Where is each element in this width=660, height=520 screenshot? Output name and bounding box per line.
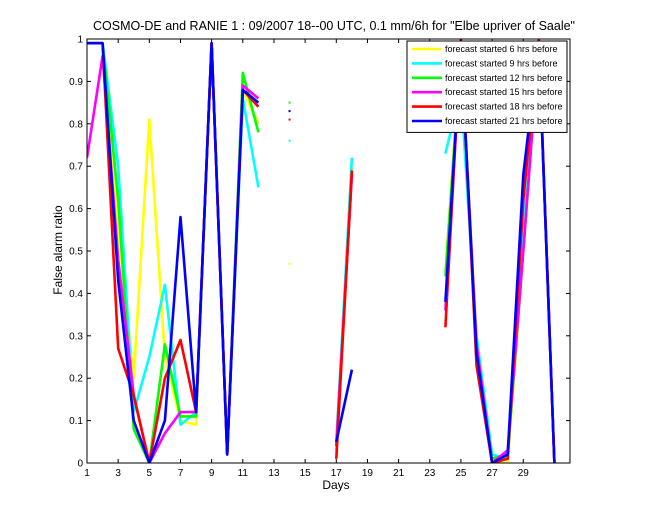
- x-tick-label: 5: [147, 468, 153, 479]
- x-tick-label: 9: [209, 468, 215, 479]
- legend: forecast started 6 hrs before forecast st…: [406, 40, 568, 133]
- x-tick-label: 21: [393, 468, 405, 479]
- x-tick-label: 11: [238, 468, 249, 479]
- y-tick-label: 1: [77, 35, 83, 46]
- series-6-point: [288, 110, 291, 113]
- x-axis-ticks: 1 3 5 7 9 11 13 15 17 19 21 23 25 27 29: [84, 39, 529, 479]
- y-tick-label: 0.7: [69, 162, 83, 173]
- legend-entry: forecast started 21 hrs before: [445, 116, 563, 126]
- y-tick-label: 0.1: [69, 416, 83, 427]
- series-3-point: [288, 101, 291, 104]
- x-tick-label: 27: [487, 468, 499, 479]
- x-tick-label: 7: [178, 468, 184, 479]
- x-tick-label: 15: [300, 468, 312, 479]
- x-tick-label: 19: [362, 468, 374, 479]
- x-tick-label: 23: [424, 468, 436, 479]
- series-5-line: [335, 170, 354, 459]
- y-tick-label: 0.8: [69, 119, 83, 130]
- series-6-line: [335, 369, 354, 443]
- y-tick-label: 0.9: [69, 77, 83, 88]
- y-axis-label: False alarm ratio: [51, 205, 65, 295]
- x-axis-label: Days: [322, 478, 349, 492]
- y-axis-ticks: 0 0.1 0.2 0.3 0.4 0.5 0.6 0.7 0.8 0.9 1: [69, 35, 570, 470]
- x-tick-label: 13: [268, 468, 280, 479]
- chart-title: COSMO-DE and RANIE 1 : 09/2007 18--00 UT…: [93, 19, 575, 33]
- x-tick-label: 25: [455, 468, 467, 479]
- legend-entry: forecast started 12 hrs before: [445, 73, 563, 83]
- y-tick-label: 0.5: [69, 247, 83, 258]
- legend-entry: forecast started 9 hrs before: [445, 58, 558, 68]
- legend-box: [406, 40, 568, 133]
- y-tick-label: 0.3: [69, 331, 83, 342]
- x-tick-label: 1: [84, 468, 90, 479]
- y-tick-label: 0: [77, 459, 83, 470]
- x-tick-label: 3: [115, 468, 121, 479]
- x-tick-label: 17: [331, 468, 343, 479]
- legend-entry: forecast started 6 hrs before: [445, 44, 558, 54]
- series-2-point: [288, 139, 291, 142]
- series-5-point: [288, 118, 291, 121]
- y-tick-label: 0.2: [69, 374, 83, 385]
- legend-entry: forecast started 18 hrs before: [445, 102, 563, 112]
- x-tick-label: 29: [518, 468, 530, 479]
- series-1-point: [288, 262, 291, 265]
- y-tick-label: 0.6: [69, 204, 83, 215]
- y-tick-label: 0.4: [69, 289, 83, 300]
- series-6-line: [87, 41, 260, 463]
- legend-entry: forecast started 15 hrs before: [445, 87, 563, 97]
